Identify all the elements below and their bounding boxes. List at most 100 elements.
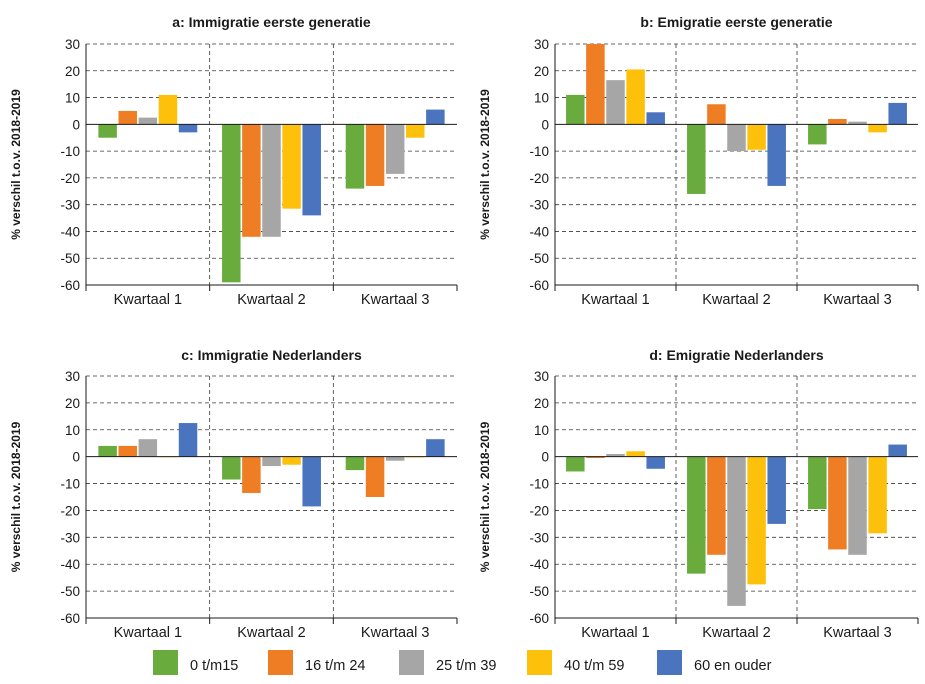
bar-60-en-ouder (767, 456, 786, 524)
y-tick-label: -10 (60, 144, 80, 159)
bar-16-t-m-24 (828, 456, 847, 550)
x-category-label: Kwartaal 1 (114, 625, 183, 641)
y-tick-label: 30 (534, 369, 549, 384)
bar-40-t-m-59 (868, 456, 887, 534)
bar-40-t-m-59 (158, 94, 178, 125)
legend-swatch (268, 650, 293, 675)
bar-40-t-m-59 (406, 124, 425, 138)
y-tick-label: 20 (534, 396, 549, 411)
bar-60-en-ouder (646, 112, 665, 125)
bar-16-t-m-24 (118, 110, 137, 125)
y-tick-label: 20 (534, 64, 549, 79)
y-tick-label: 10 (534, 423, 549, 438)
y-tick-label: -50 (529, 584, 549, 599)
bar-25-t-m-39 (848, 456, 867, 555)
bar-60-en-ouder (426, 439, 445, 457)
y-tick-label: -40 (60, 224, 80, 239)
bar-16-t-m-24 (586, 44, 605, 125)
y-axis-label: % verschil t.o.v. 2018-2019 (9, 421, 23, 572)
y-axis-label: % verschil t.o.v. 2018-2019 (9, 89, 23, 240)
bar-60-en-ouder (178, 124, 198, 133)
bar-40-t-m-59 (282, 456, 301, 465)
bar-25-t-m-39 (262, 124, 281, 237)
bar-0-t-m15 (98, 124, 117, 138)
chart-panel-2: c: Immigratie Nederlanders % verschil t.o… (9, 347, 458, 641)
y-tick-label: -20 (529, 171, 549, 186)
bar-25-t-m-39 (727, 456, 746, 606)
legend-label: 25 t/m 39 (436, 658, 496, 674)
y-tick-label: 0 (72, 117, 80, 132)
y-tick-label: -30 (60, 530, 80, 545)
y-tick-label: 10 (65, 91, 80, 106)
bar-16-t-m-24 (118, 445, 137, 457)
legend-label: 60 en ouder (694, 658, 772, 674)
legend-label: 16 t/m 24 (305, 658, 365, 674)
bar-0-t-m15 (566, 456, 585, 472)
bar-16-t-m-24 (707, 456, 726, 555)
bar-16-t-m-24 (707, 104, 726, 125)
y-tick-label: 0 (541, 117, 549, 132)
x-category-label: Kwartaal 1 (581, 625, 650, 641)
y-axis-label: % verschil t.o.v. 2018-2019 (478, 89, 492, 240)
chart-title: d: Emigratie Nederlanders (649, 347, 823, 363)
legend: 0 t/m15 16 t/m 24 25 t/m 39 40 t/m 59 60 en … (153, 650, 772, 675)
bar-0-t-m15 (808, 124, 827, 145)
y-tick-label: -30 (529, 530, 549, 545)
y-tick-label: -40 (60, 557, 80, 572)
bar-25-t-m-39 (262, 456, 281, 467)
y-tick-label: -10 (529, 144, 549, 159)
y-tick-label: 30 (65, 369, 80, 384)
bar-25-t-m-39 (138, 439, 158, 457)
bar-0-t-m15 (345, 124, 365, 189)
bar-40-t-m-59 (868, 124, 887, 133)
chart-panel-3: d: Emigratie Nederlanders % verschil t.o.… (478, 347, 919, 641)
y-tick-label: -40 (529, 224, 549, 239)
bar-25-t-m-39 (606, 80, 625, 125)
x-category-label: Kwartaal 2 (237, 292, 306, 308)
x-category-label: Kwartaal 2 (702, 292, 771, 308)
x-category-label: Kwartaal 1 (114, 292, 183, 308)
x-category-label: Kwartaal 2 (702, 625, 771, 641)
bar-25-t-m-39 (727, 124, 746, 152)
x-category-label: Kwartaal 3 (361, 292, 430, 308)
x-category-label: Kwartaal 1 (581, 292, 650, 308)
bar-0-t-m15 (222, 456, 241, 480)
y-axis-label: % verschil t.o.v. 2018-2019 (478, 421, 492, 572)
y-tick-label: -50 (529, 251, 549, 266)
bar-60-en-ouder (302, 124, 321, 216)
chart-title: c: Immigratie Nederlanders (181, 347, 362, 363)
bar-25-t-m-39 (385, 456, 405, 461)
bar-0-t-m15 (566, 94, 585, 125)
legend-swatch (399, 650, 424, 675)
chart-panel-0: a: Immigratie eerste generatie % verschil… (9, 14, 458, 308)
legend-swatch (657, 650, 682, 675)
y-tick-label: 10 (65, 423, 80, 438)
bar-25-t-m-39 (848, 121, 867, 125)
bar-40-t-m-59 (626, 69, 645, 125)
y-tick-label: -60 (60, 278, 80, 293)
bar-25-t-m-39 (385, 124, 405, 174)
y-tick-label: -20 (60, 171, 80, 186)
y-tick-label: -60 (60, 611, 80, 626)
bar-60-en-ouder (888, 102, 907, 125)
bar-60-en-ouder (302, 456, 321, 507)
bar-40-t-m-59 (747, 456, 766, 585)
bar-40-t-m-59 (626, 451, 645, 457)
y-tick-label: -50 (60, 251, 80, 266)
y-tick-label: -20 (60, 503, 80, 518)
y-tick-label: -30 (60, 198, 80, 213)
bar-60-en-ouder (888, 444, 907, 457)
bar-60-en-ouder (767, 124, 786, 186)
bar-16-t-m-24 (365, 124, 385, 186)
bar-25-t-m-39 (606, 453, 625, 457)
y-tick-label: -20 (529, 503, 549, 518)
chart-title: b: Emigratie eerste generatie (640, 14, 832, 30)
legend-swatch (527, 650, 552, 675)
chart-title: a: Immigratie eerste generatie (172, 14, 371, 30)
x-category-label: Kwartaal 3 (823, 292, 892, 308)
legend-label: 0 t/m15 (190, 658, 238, 674)
bar-0-t-m15 (687, 124, 706, 194)
bar-40-t-m-59 (747, 124, 766, 150)
x-category-label: Kwartaal 2 (237, 625, 306, 641)
